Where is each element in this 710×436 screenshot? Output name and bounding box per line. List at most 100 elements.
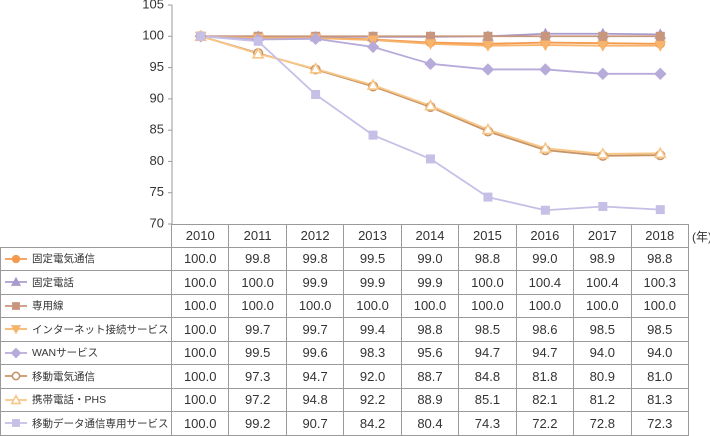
value-cell: 97.2	[229, 388, 287, 412]
series-label: 専用線	[0, 294, 172, 318]
series-3-point-5	[482, 41, 494, 52]
series-name: WANサービス	[32, 347, 99, 360]
value-cell: 99.9	[344, 271, 402, 295]
series-6-point-6	[539, 141, 552, 154]
value-cell: 98.5	[574, 318, 632, 342]
series-3-point-4	[424, 39, 437, 50]
year-header: 2015	[459, 224, 517, 248]
value-cell: 99.5	[344, 247, 402, 271]
value-cell: 100.0	[172, 388, 230, 412]
value-cell: 81.2	[574, 388, 632, 412]
value-cell: 99.6	[286, 341, 345, 365]
year-header: 2016	[516, 224, 575, 248]
value-cell: 84.8	[459, 365, 517, 389]
value-cell: 100.0	[172, 365, 230, 389]
series-7-point-8	[655, 205, 665, 215]
year-header: 2018	[631, 224, 689, 248]
line-chart: 105 100 95 90 85 80 75 70	[142, 0, 667, 230]
year-header: 2017	[574, 224, 632, 248]
value-cell: 97.3	[229, 365, 287, 389]
value-cell: 90.7	[286, 412, 345, 436]
y-tick-label: 90	[150, 90, 164, 105]
value-cell: 98.3	[344, 341, 402, 365]
series-2-point-8	[655, 31, 665, 41]
legend-marker-icon	[5, 254, 27, 263]
year-header: 2010	[172, 224, 230, 248]
legend-marker-icon	[5, 276, 27, 287]
series-name: 固定電話	[32, 276, 74, 289]
series-7-point-1	[253, 36, 263, 46]
series-2-point-4	[426, 31, 435, 41]
value-cell: 100.0	[172, 294, 230, 318]
series-4-point-7	[596, 67, 610, 81]
value-cell: 94.8	[286, 388, 345, 412]
series-6-line	[200, 35, 661, 155]
value-cell: 100.0	[574, 294, 632, 318]
series-4-point-4	[424, 57, 437, 71]
series-6-point-2	[309, 62, 322, 74]
series-7-point-6	[540, 205, 550, 215]
value-cell: 99.9	[286, 271, 345, 295]
series-2-point-5	[483, 31, 493, 41]
year-header: 2011	[229, 224, 287, 248]
value-cell: 81.8	[516, 365, 575, 389]
series-3-point-6	[539, 40, 552, 52]
series-label: 固定電気通信	[0, 247, 172, 271]
series-name: 専用線	[32, 300, 64, 313]
value-cell: 100.0	[401, 294, 460, 318]
series-name: インターネット接続サービス	[32, 323, 169, 336]
series-4-point-3	[366, 40, 380, 54]
year-header: 2014	[401, 224, 460, 248]
series-4-point-2	[309, 32, 322, 45]
series-6-point-1	[251, 47, 265, 59]
series-4-point-5	[481, 63, 495, 76]
value-cell: 100.3	[631, 271, 689, 295]
value-cell: 100.0	[172, 247, 230, 271]
value-cell: 92.2	[344, 388, 402, 412]
series-name: 携帯電話・PHS	[32, 394, 107, 407]
value-cell: 100.0	[229, 294, 287, 318]
value-cell: 94.0	[574, 341, 632, 365]
series-6-point-4	[424, 99, 437, 111]
series-7-point-4	[426, 154, 435, 164]
value-cell: 92.0	[344, 365, 402, 389]
value-cell: 72.8	[574, 412, 632, 436]
series-label: 移動データ通信専用サービス	[0, 412, 172, 436]
value-cell: 100.4	[574, 271, 632, 295]
value-cell: 99.4	[344, 318, 402, 342]
value-cell: 98.5	[459, 318, 517, 342]
series-name: 固定電気通信	[32, 253, 95, 266]
series-6-point-7	[596, 147, 610, 159]
value-cell: 99.0	[516, 247, 575, 271]
series-4-point-8	[654, 67, 667, 81]
year-header: 2013	[344, 224, 402, 248]
value-cell: 94.7	[459, 341, 517, 365]
series-7-point-0	[196, 31, 206, 41]
value-cell: 84.2	[344, 412, 402, 436]
value-cell: 99.8	[229, 247, 287, 271]
y-tick-label: 75	[150, 184, 164, 199]
series-label: 固定電話	[0, 271, 172, 295]
series-7-point-5	[483, 192, 493, 202]
value-cell: 85.1	[459, 388, 517, 412]
y-tick-label: 80	[150, 153, 164, 168]
value-cell: 99.7	[229, 318, 287, 342]
value-cell: 100.0	[459, 271, 517, 295]
value-cell: 100.0	[172, 412, 230, 436]
data-table: 2010 2011 2012 2013 2014 2015 2016 2017 2018 固定電気…	[0, 224, 689, 436]
y-tick-label: 105	[142, 0, 164, 11]
value-cell: 98.6	[516, 318, 575, 342]
y-tick-label: 95	[150, 59, 164, 74]
value-cell: 80.4	[401, 412, 460, 436]
y-tick-label: 100	[142, 28, 164, 43]
value-cell: 74.3	[459, 412, 517, 436]
series-3-point-3	[367, 35, 379, 47]
value-cell: 100.4	[516, 271, 575, 295]
value-cell: 100.0	[172, 318, 230, 342]
value-cell: 95.6	[401, 341, 460, 365]
value-cell: 88.9	[401, 388, 460, 412]
series-5-line	[200, 35, 661, 157]
legend-marker-icon	[5, 347, 27, 359]
year-header: 2012	[286, 224, 345, 248]
value-cell: 99.0	[401, 247, 460, 271]
